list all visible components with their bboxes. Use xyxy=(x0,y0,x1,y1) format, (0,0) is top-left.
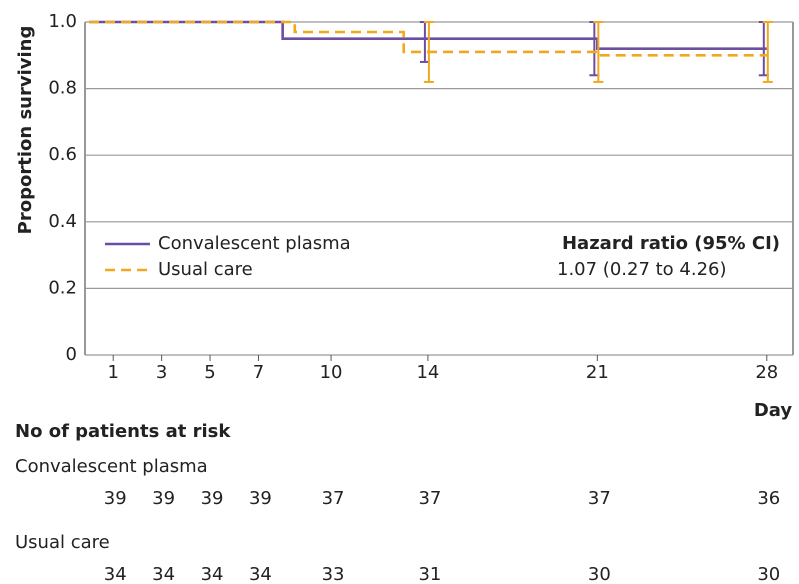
at-risk-count: 37 xyxy=(418,488,441,509)
y-tick-label: 0.8 xyxy=(48,78,77,99)
error-bar xyxy=(593,21,604,83)
at-risk-count: 34 xyxy=(201,564,224,584)
at-risk-count: 34 xyxy=(152,564,175,584)
y-tick-label: 0 xyxy=(66,344,77,365)
at-risk-row-label: Convalescent plasma xyxy=(15,456,208,477)
at-risk-count: 34 xyxy=(249,564,272,584)
y-tick-label: 0.4 xyxy=(48,211,77,232)
at-risk-count: 39 xyxy=(152,488,175,509)
x-tick-label: 3 xyxy=(156,362,167,383)
at-risk-count: 39 xyxy=(249,488,272,509)
at-risk-count: 30 xyxy=(588,564,611,584)
at-risk-count: 33 xyxy=(322,564,345,584)
annotation-text: 1.07 (0.27 to 4.26) xyxy=(557,259,727,280)
at-risk-count: 30 xyxy=(757,564,780,584)
at-risk-count: 34 xyxy=(104,564,127,584)
x-tick-label: 21 xyxy=(586,362,609,383)
at-risk-count: 37 xyxy=(588,488,611,509)
y-tick-label: 0.6 xyxy=(48,144,77,165)
x-tick-label: 7 xyxy=(253,362,264,383)
at-risk-count: 36 xyxy=(757,488,780,509)
error-bar xyxy=(762,21,773,83)
x-axis-label: Day xyxy=(754,400,793,421)
at-risk-count: 39 xyxy=(104,488,127,509)
error-bar xyxy=(423,21,434,83)
legend-label: Usual care xyxy=(158,259,253,280)
legend-label: Convalescent plasma xyxy=(158,233,351,254)
at-risk-title: No of patients at risk xyxy=(15,421,231,442)
y-tick-label: 1.0 xyxy=(48,11,77,32)
y-tick-label: 0.2 xyxy=(48,277,77,298)
annotation-title: Hazard ratio (95% CI) xyxy=(562,233,780,254)
x-tick-label: 14 xyxy=(416,362,439,383)
at-risk-row-label: Usual care xyxy=(15,532,110,553)
x-tick-label: 10 xyxy=(320,362,343,383)
at-risk-count: 31 xyxy=(418,564,441,584)
at-risk-count: 39 xyxy=(201,488,224,509)
y-axis-label: Proportion surviving xyxy=(15,26,36,235)
x-tick-label: 5 xyxy=(204,362,215,383)
x-tick-label: 28 xyxy=(755,362,778,383)
at-risk-count: 37 xyxy=(322,488,345,509)
x-tick-label: 1 xyxy=(107,362,118,383)
